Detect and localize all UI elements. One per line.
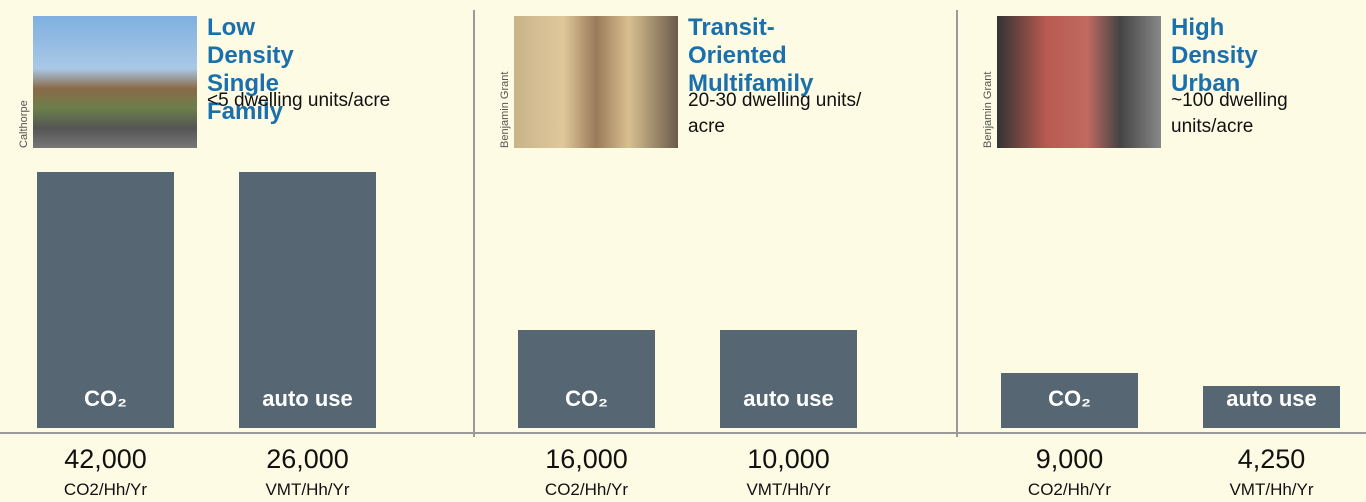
value-label: 42,000 <box>17 444 194 475</box>
unit-label: VMT/Hh/Yr <box>219 480 396 500</box>
panel-title: High Density Urban <box>1171 14 1311 98</box>
value-label: 10,000 <box>700 444 877 475</box>
panel-subtitle: 20-30 dwelling units/ acre <box>688 88 878 140</box>
photo <box>33 16 197 148</box>
photo-credit: Benjamin Grant <box>499 72 511 148</box>
bar-label: CO₂ <box>37 386 174 412</box>
bar-label: CO₂ <box>518 386 655 412</box>
bar-label: auto use <box>1203 386 1340 412</box>
panel-subtitle: <5 dwelling units/acre <box>207 88 397 114</box>
unit-label: CO2/Hh/Yr <box>498 480 675 500</box>
panel-title: Transit-Oriented Multifamily <box>688 14 828 98</box>
value-label: 26,000 <box>219 444 396 475</box>
value-label: 4,250 <box>1183 444 1360 475</box>
photo-credit: Calthorpe <box>18 100 30 148</box>
infographic: CalthorpeLow Density Single Family<5 dwe… <box>0 0 1366 502</box>
baseline <box>0 432 1366 434</box>
value-label: 16,000 <box>498 444 675 475</box>
unit-label: VMT/Hh/Yr <box>700 480 877 500</box>
photo-credit: Benjamin Grant <box>982 72 994 148</box>
unit-label: CO2/Hh/Yr <box>17 480 194 500</box>
value-label: 9,000 <box>981 444 1158 475</box>
divider <box>956 10 958 437</box>
bar-label: CO₂ <box>1001 386 1138 412</box>
unit-label: VMT/Hh/Yr <box>1183 480 1360 500</box>
bar <box>720 330 857 428</box>
photo <box>997 16 1161 148</box>
bar <box>518 330 655 428</box>
divider <box>473 10 475 437</box>
unit-label: CO2/Hh/Yr <box>981 480 1158 500</box>
photo <box>514 16 678 148</box>
bar-label: auto use <box>720 386 857 412</box>
panel-subtitle: ~100 dwelling units/acre <box>1171 88 1361 140</box>
bar-label: auto use <box>239 386 376 412</box>
